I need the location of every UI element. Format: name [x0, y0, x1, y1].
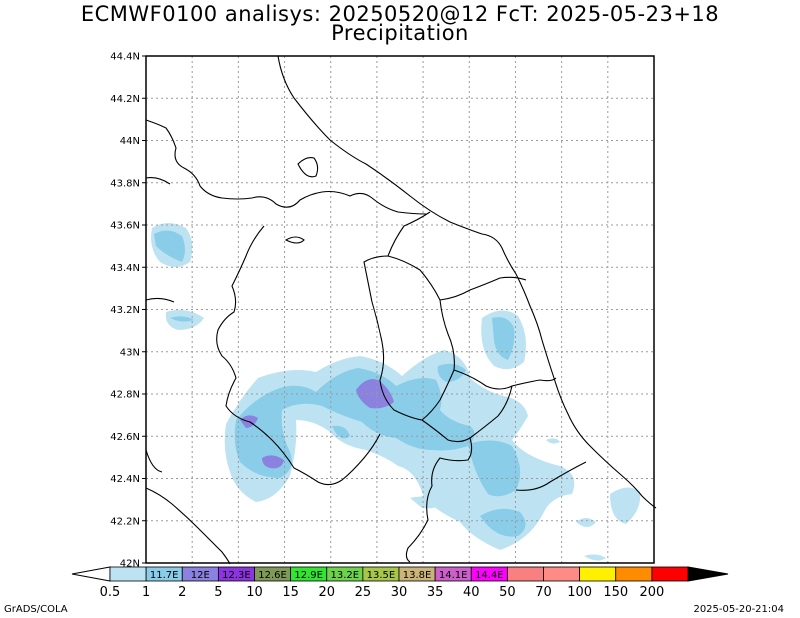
lon-label: 11.7E — [150, 570, 179, 581]
lat-label: 43.8N — [110, 178, 140, 189]
lat-label: 43.6N — [110, 221, 140, 232]
colorbar-arrow-low — [71, 566, 111, 582]
colorbar-level-label: 70 — [535, 585, 552, 600]
lat-label: 43.4N — [110, 263, 140, 274]
lon-label: 13.8E — [403, 570, 432, 581]
colorbar-level-label: 1 — [142, 585, 150, 600]
lon-label: 12.6E — [258, 570, 287, 581]
colorbar-level-label: 100 — [567, 585, 592, 600]
chart-title: ECMWF0100 analisys: 20250520@12 FcT: 202… — [80, 2, 720, 26]
lat-label: 42N — [120, 559, 140, 570]
map-borders — [145, 55, 657, 565]
lat-label: 42.6N — [110, 432, 140, 443]
colorbar-level-label: 20 — [318, 585, 335, 600]
colorbar-segment — [543, 566, 581, 582]
colorbar-level-label: 150 — [603, 585, 628, 600]
border-marche — [387, 211, 557, 390]
lon-label: 14.4E — [475, 570, 504, 581]
colorbar-level-label: 40 — [463, 585, 480, 600]
map-gridlines — [146, 56, 654, 563]
precipitation-field — [151, 223, 641, 561]
lat-label: 43N — [120, 347, 140, 358]
lon-label: 12.3E — [222, 570, 251, 581]
precip-medium — [154, 230, 526, 537]
border-tuscany-lakes — [284, 236, 305, 244]
chart-subtitle: Precipitation — [331, 21, 469, 45]
colorbar-level-label: 25 — [355, 585, 372, 600]
border-liguria — [145, 177, 175, 473]
lat-label: 44N — [120, 136, 140, 147]
colorbar-level-label: 15 — [282, 585, 299, 600]
lat-label: 44.2N — [110, 94, 140, 105]
colorbar-level-label: 2 — [178, 585, 186, 600]
border-tuscany — [216, 225, 381, 486]
coastline — [277, 55, 657, 509]
latitude-axis: 44.4N 44.2N 44N 43.8N 43.6N 43.4N 43.2N 43N 42.8… — [110, 52, 146, 570]
lat-label: 42.2N — [110, 516, 140, 527]
colorbar-level-label: 0.5 — [100, 585, 121, 600]
coast-tyrrhenian — [145, 487, 231, 565]
colorbar-level-label: 200 — [639, 585, 664, 600]
colorbar: 11.7E 12E 12.3E 12.6E 12.9E 13.2E 13.5E 13.8E 14… — [71, 566, 729, 600]
lake-trasimeno — [297, 157, 319, 178]
lon-label: 13.2E — [331, 570, 360, 581]
lon-label: 12E — [191, 570, 210, 581]
colorbar-segment — [579, 566, 617, 582]
border-lazio — [405, 419, 473, 563]
colorbar-segment — [651, 566, 689, 582]
colorbar-level-label: 35 — [427, 585, 444, 600]
colorbar-level-label: 5 — [214, 585, 222, 600]
footer-timestamp: 2025-05-20-21:04 — [693, 604, 784, 615]
colorbar-arrow-high — [687, 566, 729, 582]
colorbar-level-label: 30 — [391, 585, 408, 600]
colorbar-level-label: 10 — [246, 585, 263, 600]
lon-label: 12.9E — [294, 570, 323, 581]
lat-label: 44.4N — [110, 52, 140, 63]
colorbar-level-label: 50 — [499, 585, 516, 600]
border-umbria — [363, 255, 455, 421]
colorbar-segment — [615, 566, 653, 582]
lat-label: 42.4N — [110, 474, 140, 485]
lat-label: 42.8N — [110, 390, 140, 401]
colorbar-segment — [109, 566, 147, 582]
footer-credit: GrADS/COLA — [4, 604, 68, 615]
border-emilia-romagna — [145, 119, 427, 215]
colorbar-segment — [506, 566, 544, 582]
lon-label: 14.1E — [439, 570, 468, 581]
lon-label: 13.5E — [367, 570, 396, 581]
border-abruzzo — [469, 385, 587, 491]
lat-label: 43.2N — [110, 305, 140, 316]
